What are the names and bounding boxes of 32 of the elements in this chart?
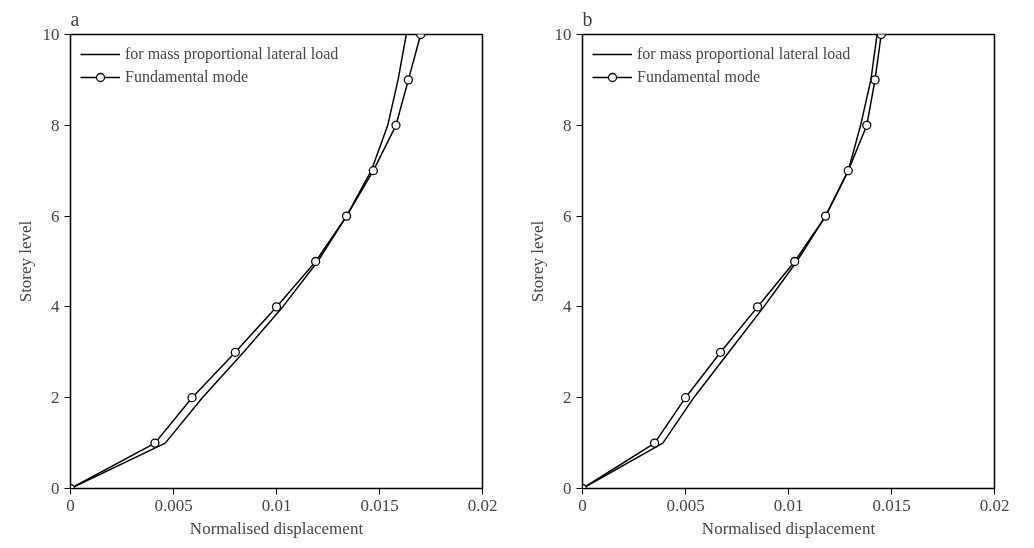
- y-tick-label: 10: [42, 25, 60, 44]
- legend-label: Fundamental mode: [637, 68, 761, 86]
- x-tick-label: 0.02: [467, 495, 498, 515]
- x-tick-label: 0.005: [666, 495, 705, 515]
- y-tick-label: 4: [51, 297, 60, 317]
- y-tick-label: 8: [563, 115, 572, 135]
- legend-label: for mass proportional lateral load: [637, 45, 851, 63]
- x-axis-title: Normalised displacement: [701, 518, 876, 538]
- x-axis-title: Normalised displacement: [189, 518, 364, 538]
- x-tick-label: 0.005: [154, 495, 193, 515]
- y-tick-label: 2: [51, 388, 60, 408]
- chart-title: b: [582, 7, 593, 30]
- y-tick-label: 0: [51, 479, 60, 498]
- y-axis-title: Storey level: [527, 220, 547, 303]
- y-tick-label: 6: [51, 206, 60, 226]
- y-tick-label: 8: [51, 115, 60, 135]
- x-tick-label: 0.015: [872, 495, 911, 515]
- y-tick-label: 2: [563, 388, 572, 408]
- x-tick-label: 0.02: [979, 495, 1010, 515]
- x-tick-label: 0.01: [773, 495, 804, 515]
- chart-title: a: [70, 7, 80, 30]
- y-axis-title: Storey level: [15, 220, 35, 303]
- x-tick-label: 0.01: [261, 495, 292, 515]
- legend-label: for mass proportional lateral load: [125, 45, 339, 63]
- x-tick-label: 0.015: [360, 495, 399, 515]
- legend-label: Fundamental mode: [125, 68, 249, 86]
- y-tick-label: 6: [563, 206, 572, 226]
- x-tick-label: 0: [66, 495, 75, 515]
- y-tick-label: 4: [563, 297, 572, 317]
- y-tick-label: 10: [554, 25, 572, 44]
- y-tick-label: 0: [563, 479, 572, 498]
- x-tick-label: 0: [578, 495, 587, 515]
